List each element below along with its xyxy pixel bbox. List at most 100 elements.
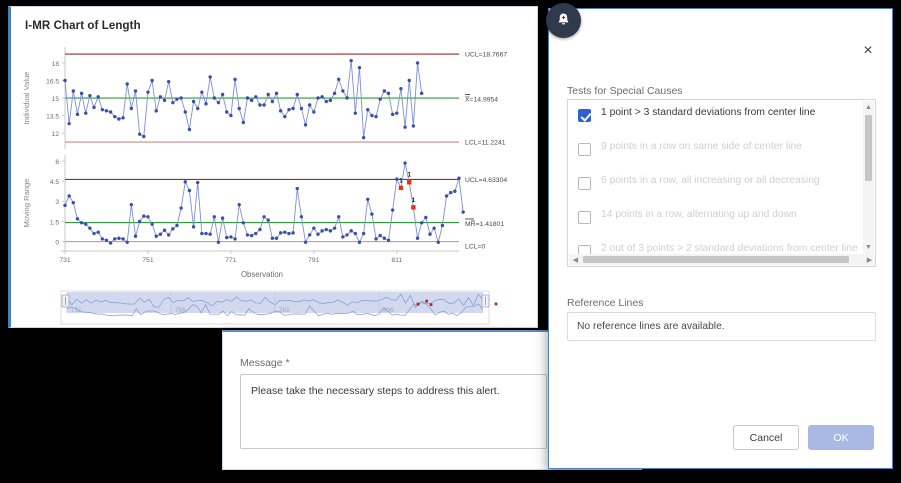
data-point[interactable] bbox=[220, 92, 225, 97]
data-point[interactable] bbox=[220, 216, 225, 220]
data-point[interactable] bbox=[407, 78, 411, 83]
data-point[interactable] bbox=[307, 233, 312, 237]
data-point[interactable] bbox=[366, 107, 370, 112]
data-point[interactable] bbox=[278, 109, 283, 113]
data-point[interactable] bbox=[183, 110, 187, 114]
data-point[interactable] bbox=[187, 127, 192, 132]
data-point[interactable] bbox=[108, 110, 113, 114]
data-point[interactable] bbox=[150, 222, 154, 226]
ok-button[interactable]: OK bbox=[808, 425, 874, 450]
data-point[interactable] bbox=[324, 99, 328, 104]
message-input[interactable] bbox=[240, 374, 547, 449]
data-point[interactable] bbox=[357, 240, 362, 244]
cancel-button[interactable]: Cancel bbox=[733, 425, 799, 450]
data-point[interactable] bbox=[312, 226, 316, 230]
data-point[interactable] bbox=[382, 236, 387, 240]
data-point[interactable] bbox=[324, 227, 328, 232]
data-point[interactable] bbox=[71, 89, 75, 93]
data-point[interactable] bbox=[142, 134, 146, 139]
data-point[interactable] bbox=[419, 221, 424, 225]
data-point[interactable] bbox=[366, 197, 370, 202]
data-point[interactable] bbox=[287, 107, 291, 112]
data-point[interactable] bbox=[75, 217, 80, 221]
data-point[interactable] bbox=[175, 223, 179, 228]
data-point[interactable] bbox=[390, 208, 395, 212]
data-point[interactable] bbox=[88, 226, 92, 230]
imr-chart-svg[interactable]: 12 13.5 15 16.5 18 Individual Value UCL=18.766… bbox=[11, 35, 538, 328]
data-point[interactable] bbox=[121, 237, 125, 241]
data-point[interactable] bbox=[262, 215, 266, 219]
data-point[interactable] bbox=[129, 202, 134, 207]
data-point[interactable] bbox=[440, 223, 445, 228]
data-point[interactable] bbox=[79, 91, 84, 96]
data-point[interactable] bbox=[245, 96, 250, 100]
data-point[interactable] bbox=[200, 231, 204, 236]
data-point[interactable] bbox=[92, 105, 96, 110]
data-point[interactable] bbox=[415, 236, 420, 240]
tests-hscroll-thumb[interactable] bbox=[583, 256, 849, 263]
data-point[interactable] bbox=[316, 232, 320, 236]
data-point[interactable] bbox=[79, 221, 84, 225]
data-point[interactable] bbox=[341, 235, 345, 239]
data-point[interactable] bbox=[303, 123, 308, 127]
data-point[interactable] bbox=[129, 106, 134, 111]
data-point[interactable] bbox=[283, 230, 287, 234]
data-point[interactable] bbox=[249, 233, 254, 238]
data-point[interactable] bbox=[137, 219, 142, 224]
data-point[interactable] bbox=[146, 215, 150, 219]
data-point[interactable] bbox=[266, 92, 270, 97]
data-point[interactable] bbox=[150, 78, 154, 83]
data-point[interactable] bbox=[270, 99, 275, 104]
data-point[interactable] bbox=[270, 236, 275, 240]
close-icon[interactable]: × bbox=[858, 41, 878, 61]
data-point[interactable] bbox=[216, 100, 221, 105]
data-point[interactable] bbox=[287, 231, 291, 236]
data-point[interactable] bbox=[196, 106, 200, 111]
checkbox-checked-icon[interactable] bbox=[578, 109, 591, 122]
data-point[interactable] bbox=[75, 112, 80, 117]
data-point[interactable] bbox=[403, 161, 407, 165]
data-point[interactable] bbox=[162, 98, 167, 103]
data-point[interactable] bbox=[233, 237, 237, 241]
data-point[interactable] bbox=[299, 215, 304, 219]
checkbox-icon[interactable] bbox=[578, 245, 591, 255]
data-point[interactable] bbox=[212, 96, 217, 100]
data-point[interactable] bbox=[370, 212, 374, 216]
data-point[interactable] bbox=[216, 240, 221, 244]
data-point[interactable] bbox=[399, 86, 403, 91]
data-point[interactable] bbox=[225, 110, 229, 114]
data-point[interactable] bbox=[104, 109, 109, 113]
data-point[interactable] bbox=[419, 91, 424, 96]
test-row[interactable]: 6 points in a row, all increasing or all… bbox=[568, 168, 863, 202]
data-point[interactable] bbox=[204, 102, 208, 106]
data-point[interactable] bbox=[312, 110, 316, 114]
data-point[interactable] bbox=[191, 99, 196, 104]
data-point[interactable] bbox=[117, 117, 121, 121]
data-point[interactable] bbox=[96, 230, 100, 234]
data-point[interactable] bbox=[71, 200, 75, 205]
data-point[interactable] bbox=[266, 218, 270, 222]
data-point[interactable] bbox=[349, 58, 353, 63]
data-point[interactable] bbox=[432, 226, 436, 230]
data-point[interactable] bbox=[171, 100, 175, 105]
data-point[interactable] bbox=[258, 103, 262, 107]
violation-point[interactable] bbox=[398, 185, 404, 191]
tests-vscroll-thumb[interactable] bbox=[865, 115, 872, 181]
data-point[interactable] bbox=[125, 82, 129, 86]
data-point[interactable] bbox=[237, 202, 241, 207]
data-point[interactable] bbox=[125, 240, 129, 244]
data-point[interactable] bbox=[461, 210, 465, 214]
data-point[interactable] bbox=[378, 97, 382, 101]
test-row[interactable]: 1 point > 3 standard deviations from cen… bbox=[568, 100, 863, 134]
data-point[interactable] bbox=[374, 237, 378, 241]
data-point[interactable] bbox=[457, 176, 461, 180]
data-point[interactable] bbox=[424, 215, 428, 220]
data-point[interactable] bbox=[283, 114, 287, 119]
data-point[interactable] bbox=[449, 190, 453, 195]
data-point[interactable] bbox=[204, 231, 208, 236]
data-point[interactable] bbox=[133, 89, 138, 93]
data-point[interactable] bbox=[428, 232, 432, 236]
tests-horizontal-scrollbar[interactable]: ◀ ▶ bbox=[569, 254, 875, 265]
data-point[interactable] bbox=[349, 229, 353, 233]
data-point[interactable] bbox=[233, 77, 237, 82]
